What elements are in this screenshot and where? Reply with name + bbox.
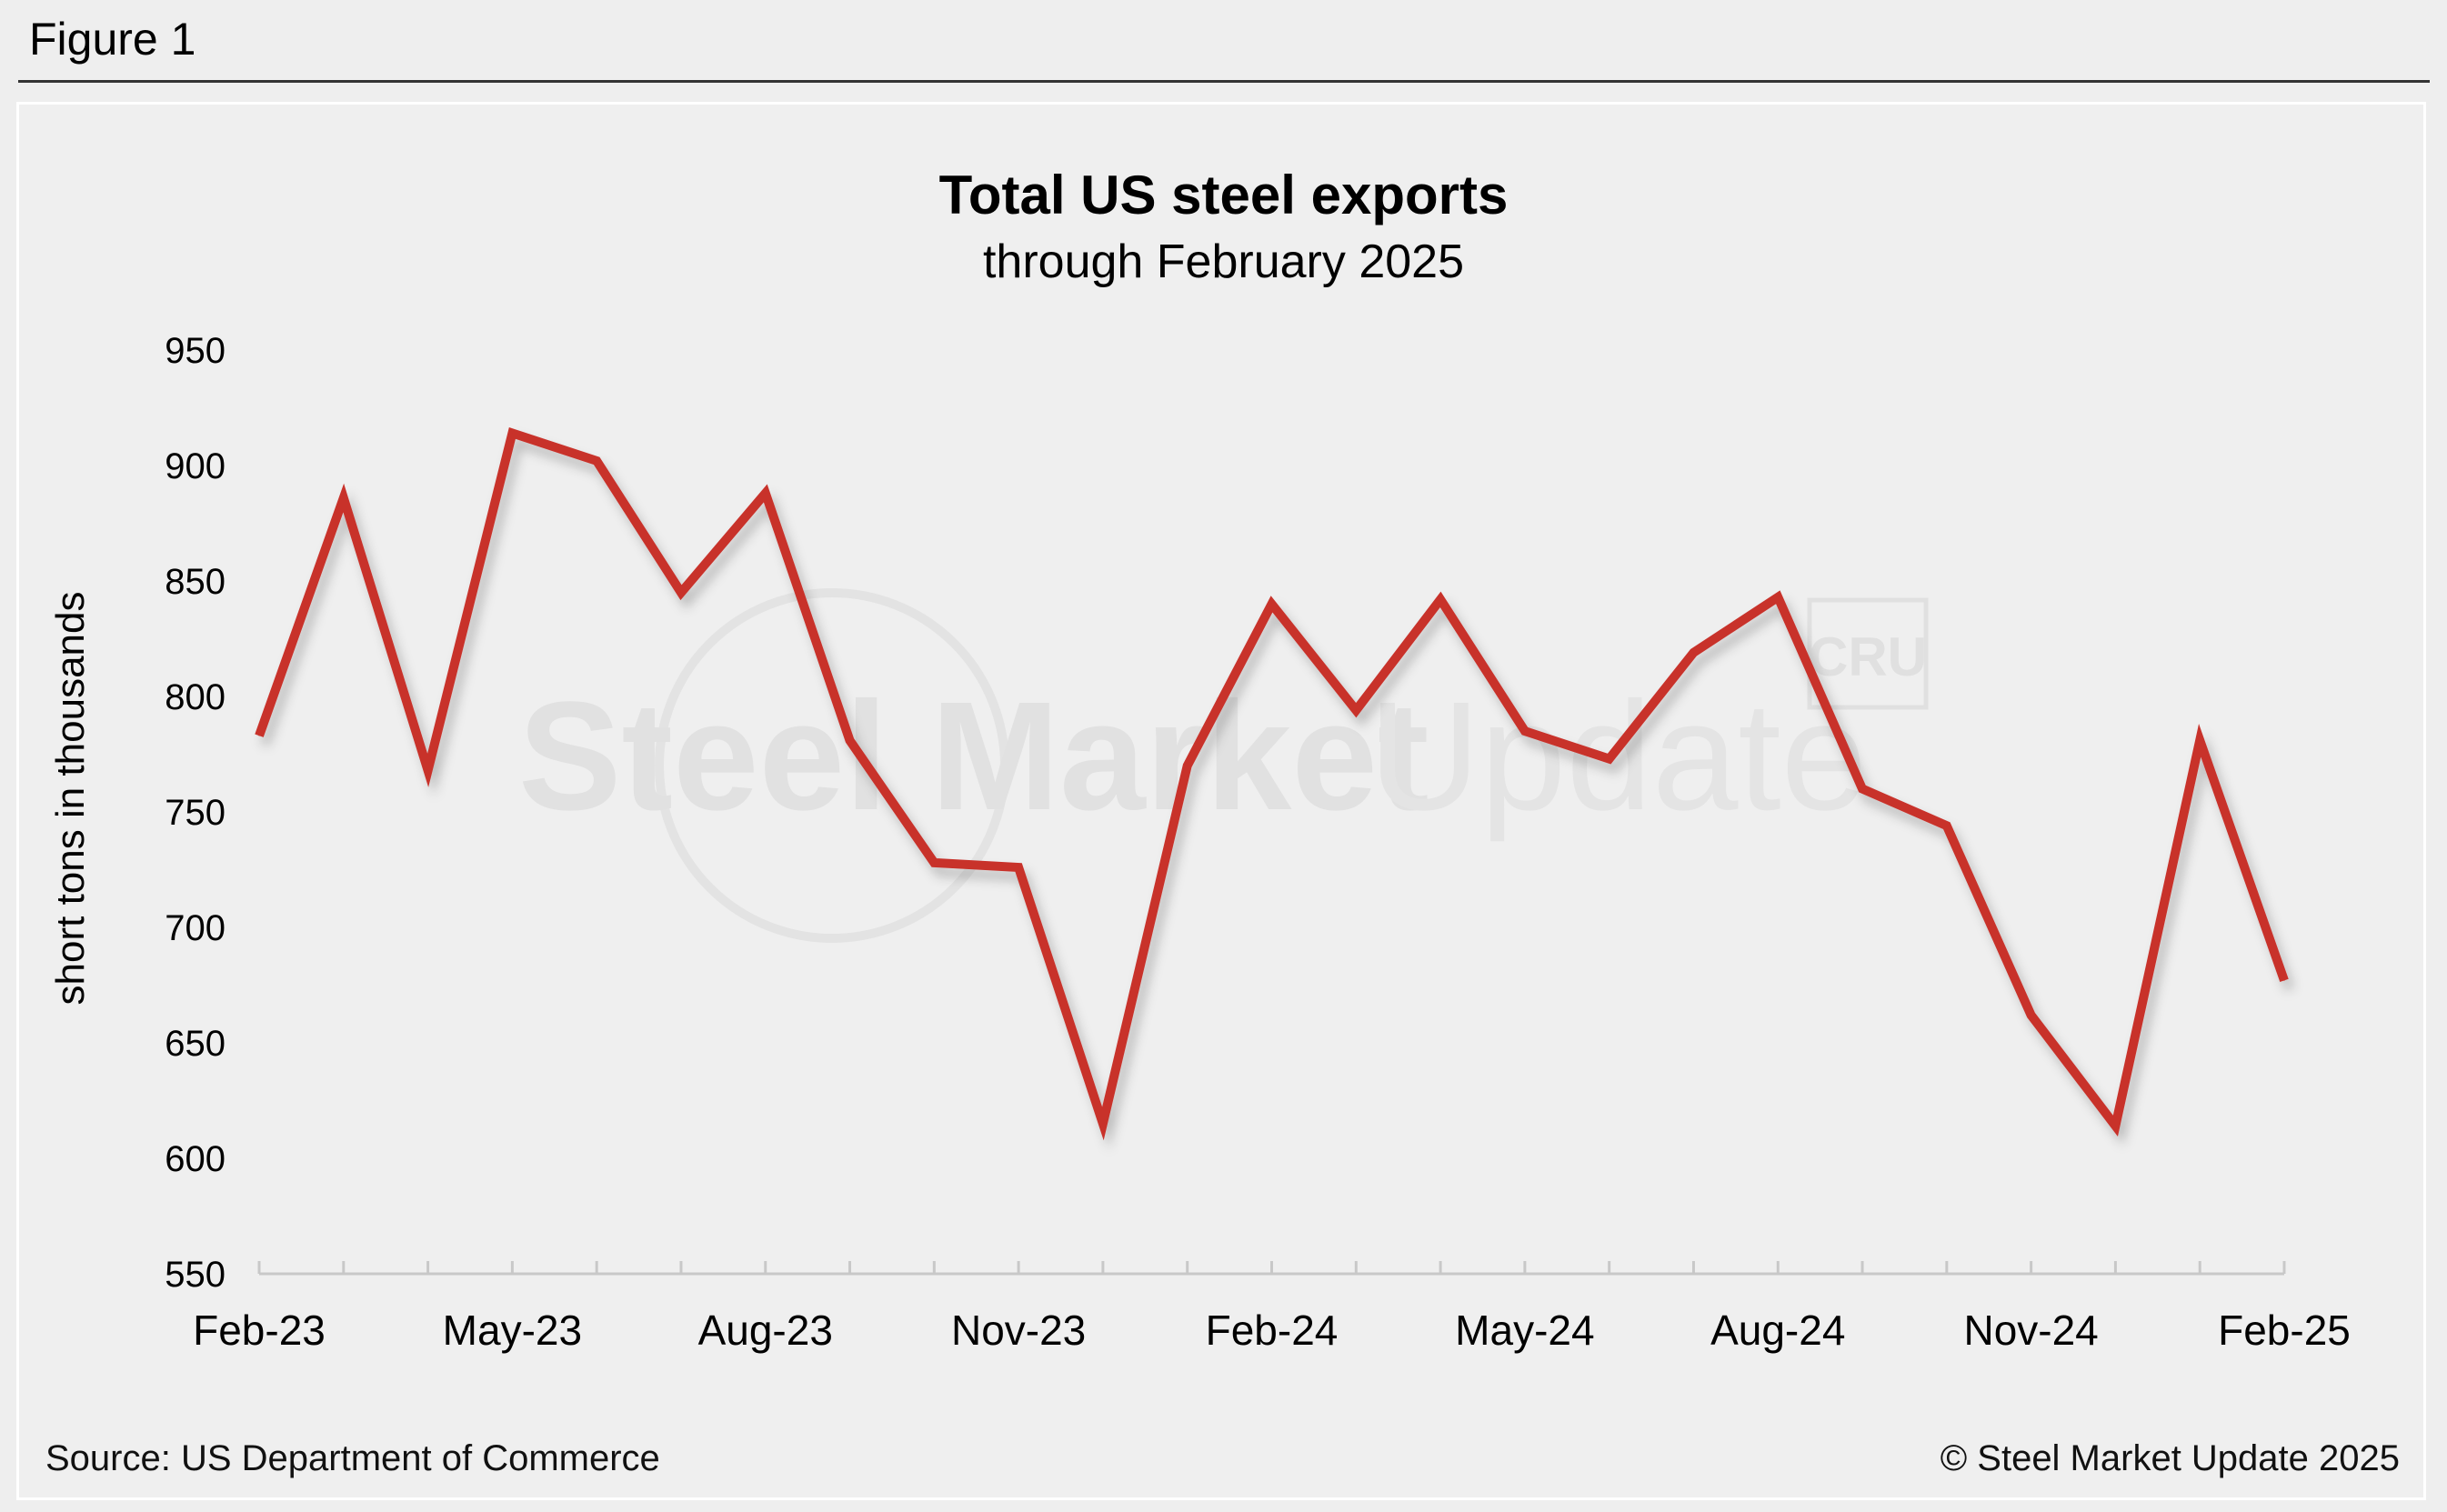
y-tick-label: 800 [165, 677, 226, 717]
watermark-text-light: Update [1369, 670, 1867, 843]
x-tick-label: Feb-25 [2218, 1307, 2351, 1354]
chart-subtitle: through February 2025 [982, 235, 1464, 288]
series-point [933, 862, 935, 864]
series-point [1271, 603, 1272, 605]
series-point [1692, 652, 1694, 654]
series-point [1524, 730, 1526, 732]
x-tick-label: May-23 [443, 1307, 582, 1354]
watermark-swoosh [655, 588, 1009, 943]
x-tick-label: Nov-24 [1963, 1307, 2098, 1354]
y-axis: 950 900 850 800 750 700 650 600 550 [165, 331, 226, 1295]
y-tick-label: 950 [165, 331, 226, 371]
series-point [1609, 758, 1610, 760]
watermark: Steel Market Update CRU [518, 588, 1929, 943]
series-point [2199, 739, 2201, 741]
series-point [2283, 979, 2285, 981]
series-group [255, 426, 2289, 1141]
source-note: Source: US Department of Commerce [45, 1438, 660, 1478]
series-point [849, 739, 851, 741]
y-tick-label: 700 [165, 908, 226, 948]
y-axis-label: short tons in thousands [48, 592, 93, 1006]
x-tick-label: Aug-24 [1710, 1307, 1845, 1354]
x-tick-label: Feb-24 [1206, 1307, 1339, 1354]
chart-panel [16, 102, 2426, 1500]
x-tick-label: Aug-23 [698, 1307, 833, 1354]
series-point [1777, 596, 1779, 598]
series-point [1355, 709, 1357, 711]
series-point [680, 592, 682, 594]
watermark-text-bold: Steel Market [518, 670, 1429, 843]
header-rule [18, 80, 2430, 83]
watermark-badge-box [1807, 597, 1929, 710]
y-tick-label: 600 [165, 1139, 226, 1179]
y-tick-label: 850 [165, 562, 226, 602]
watermark-badge: CRU [1809, 626, 1927, 687]
y-tick-label: 650 [165, 1024, 226, 1064]
series-point [765, 492, 767, 494]
x-axis: Feb-23 May-23 Aug-23 Nov-23 Feb-24 May-24 Aug-… [193, 1261, 2351, 1354]
y-tick-label: 550 [165, 1255, 226, 1295]
series-point [1439, 598, 1441, 600]
series-point [427, 769, 429, 771]
series-point [1102, 1123, 1104, 1125]
series-point [1861, 788, 1863, 790]
series-point [343, 497, 345, 499]
x-tick-label: May-24 [1455, 1307, 1594, 1354]
chart-title: Total US steel exports [938, 165, 1509, 225]
copyright-note: © Steel Market Update 2025 [1940, 1438, 2400, 1478]
x-tick-label: Feb-23 [193, 1307, 326, 1354]
series-point [1018, 866, 1019, 868]
series-point [511, 432, 513, 434]
x-tick-label: Nov-23 [951, 1307, 1086, 1354]
figure-label: Figure 1 [29, 14, 196, 65]
y-tick-label: 900 [165, 446, 226, 486]
y-tick-label: 750 [165, 793, 226, 833]
